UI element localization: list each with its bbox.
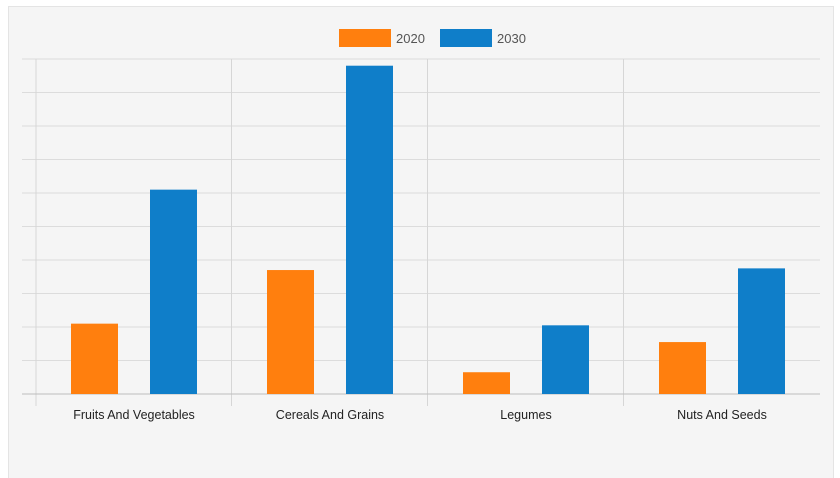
bar-2020-fruits-and-vegetables[interactable] xyxy=(71,323,118,394)
legend[interactable]: 2020 2030 xyxy=(339,29,526,47)
bar-2020-legumes[interactable] xyxy=(463,372,510,394)
bar-2020-cereals-and-grains[interactable] xyxy=(267,270,314,394)
bar-2030-cereals-and-grains[interactable] xyxy=(346,65,393,394)
legend-label-2030[interactable]: 2030 xyxy=(497,31,526,46)
x-tick-label: Nuts And Seeds xyxy=(677,408,767,422)
chart-frame xyxy=(8,6,834,478)
legend-label-2020[interactable]: 2020 xyxy=(396,31,425,46)
legend-swatch-2020[interactable] xyxy=(339,29,391,47)
x-axis-tick-labels: Fruits And Vegetables Cereals And Grains L… xyxy=(73,408,767,422)
x-tick-label: Cereals And Grains xyxy=(276,408,384,422)
x-tick-label: Legumes xyxy=(500,408,551,422)
bar-2030-legumes[interactable] xyxy=(542,325,589,394)
bar-2030-fruits-and-vegetables[interactable] xyxy=(150,189,197,394)
bar-2020-nuts-and-seeds[interactable] xyxy=(659,342,706,394)
legend-swatch-2030[interactable] xyxy=(440,29,492,47)
x-tick-label: Fruits And Vegetables xyxy=(73,408,195,422)
bar-2030-nuts-and-seeds[interactable] xyxy=(738,268,785,394)
bars xyxy=(71,65,785,394)
